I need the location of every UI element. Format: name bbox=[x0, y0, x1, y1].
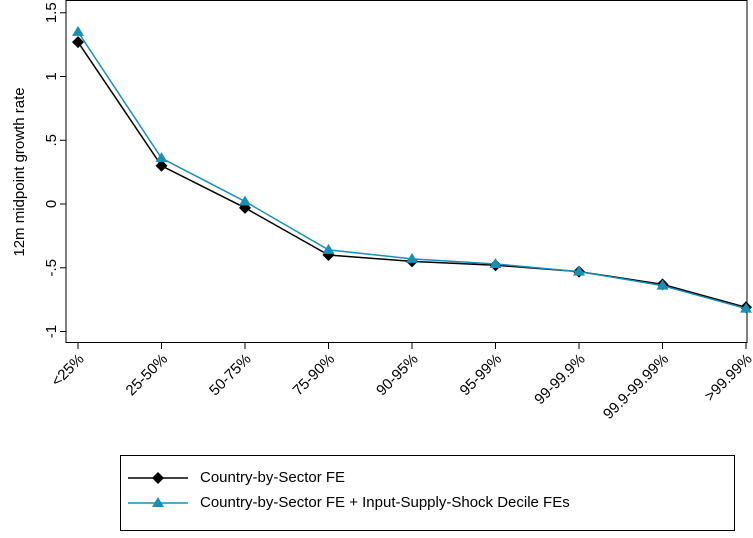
triangle-marker bbox=[406, 252, 418, 263]
diamond-marker bbox=[72, 36, 84, 49]
triangle-marker bbox=[152, 497, 164, 507]
y-tick-label: 1.5 bbox=[43, 2, 60, 23]
x-tick-label: 95-99% bbox=[457, 351, 506, 400]
y-tick-label: 1 bbox=[43, 72, 60, 80]
y-tick-label: -1 bbox=[43, 325, 60, 338]
x-tick-label: <25% bbox=[48, 351, 87, 390]
y-tick-label: 0 bbox=[43, 200, 60, 208]
diamond-marker bbox=[155, 159, 168, 172]
y-tick-label: -.5 bbox=[43, 259, 60, 277]
y-axis-label: 12m midpoint growth rate bbox=[11, 87, 28, 256]
triangle-marker bbox=[656, 279, 669, 290]
diamond-marker bbox=[152, 472, 164, 484]
x-tick-label: 25-50% bbox=[123, 351, 172, 400]
x-tick-label: 75-90% bbox=[290, 351, 339, 400]
legend bbox=[120, 455, 735, 531]
triangle-marker bbox=[322, 243, 335, 254]
legend-label: Country-by-Sector FE + Input-Supply-Shoc… bbox=[200, 494, 570, 511]
triangle-marker bbox=[155, 152, 168, 163]
triangle-marker bbox=[72, 25, 84, 36]
x-tick-label: 50-75% bbox=[206, 351, 255, 400]
plot-frame bbox=[65, 0, 748, 343]
triangle-marker bbox=[239, 195, 251, 206]
x-tick-label: >99.99% bbox=[701, 351, 753, 405]
legend-label: Country-by-Sector FE bbox=[200, 469, 345, 486]
triangle-marker bbox=[489, 257, 502, 268]
x-tick-label: 99-99.9% bbox=[531, 351, 588, 408]
x-tick-label: 90-95% bbox=[373, 351, 422, 400]
triangle-marker bbox=[740, 302, 752, 313]
x-tick-label: 99.9-99.99% bbox=[600, 351, 672, 423]
series-line bbox=[77, 41, 747, 309]
y-tick-label: .5 bbox=[43, 134, 60, 147]
triangle-marker bbox=[573, 265, 585, 276]
